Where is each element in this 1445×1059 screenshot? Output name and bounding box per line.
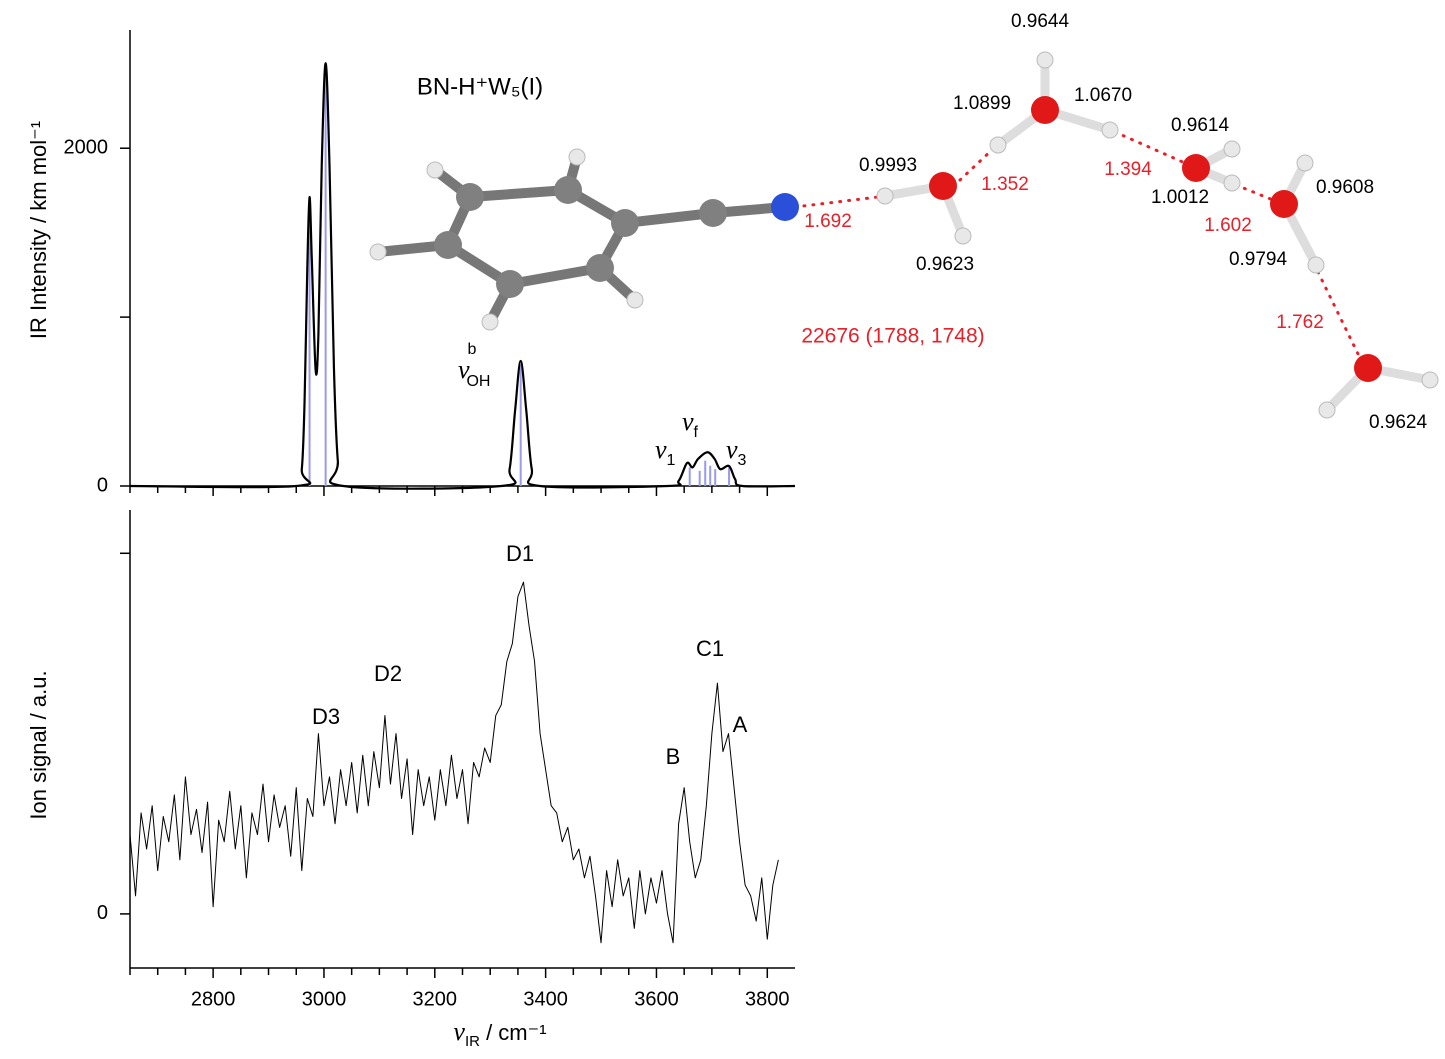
- annotation: D2: [374, 661, 402, 686]
- annotation: D3: [312, 704, 340, 729]
- symbol: ν: [655, 435, 667, 464]
- y-axis-label: Ion signal / a.u.: [26, 670, 51, 819]
- x-tick-label: 3800: [745, 988, 790, 1010]
- annotation: B: [666, 744, 681, 769]
- unit: / cm⁻¹: [480, 1020, 547, 1045]
- x-tick-label: 3400: [523, 988, 568, 1010]
- bond-length: 0.9993: [859, 155, 917, 176]
- carbon-atoms: [434, 176, 727, 298]
- bond-length: 0.9644: [1011, 11, 1070, 32]
- symbol: ν: [682, 407, 694, 436]
- bond-length: 1.0670: [1074, 85, 1132, 106]
- bond-labels: 0.9644 1.0899 1.0670 0.9614 0.9993 1.001…: [801, 11, 1427, 433]
- y-tick-label: 0: [97, 474, 108, 496]
- bond-length: 0.9614: [1171, 115, 1230, 136]
- subscript: IR: [465, 1033, 480, 1050]
- annotation: ν1: [655, 435, 676, 469]
- hydrogen-atoms: [369, 51, 1439, 419]
- subscript: 3: [738, 452, 747, 469]
- annotation: ν3: [726, 435, 747, 469]
- hbond-length: 1.762: [1276, 312, 1324, 333]
- hbond-lines: [793, 130, 1362, 360]
- chart-title: BN-H⁺W₅(I): [417, 73, 543, 100]
- bond-length: 0.9624: [1369, 412, 1428, 433]
- energy-label: 22676 (1788, 1748): [801, 325, 984, 348]
- superscript: b: [468, 341, 477, 358]
- nitrogen-atom: [771, 193, 799, 221]
- subscript: f: [694, 424, 699, 441]
- spectrum-line: [129, 62, 796, 490]
- hbond-length: 1.692: [804, 211, 852, 232]
- hbond-length: 1.352: [981, 174, 1029, 195]
- symbol: ν: [458, 355, 470, 384]
- y-tick-label: 0: [97, 902, 108, 924]
- symbol: ν: [726, 435, 738, 464]
- molecule: [369, 51, 1439, 419]
- x-tick-label: 3200: [413, 988, 458, 1010]
- y-axis-label: IR Intensity / km mol⁻¹: [26, 121, 51, 339]
- bond-length: 1.0899: [953, 93, 1011, 114]
- x-tick-label: 3000: [302, 988, 347, 1010]
- y-tick-label: 2000: [64, 137, 109, 159]
- oxygen-atoms: [929, 96, 1382, 382]
- annotation: νb OH: [458, 341, 490, 390]
- hbond-length: 1.394: [1104, 159, 1152, 180]
- annotation: C1: [696, 636, 724, 661]
- subscript: 1: [667, 452, 676, 469]
- symbol: ν: [453, 1017, 465, 1046]
- x-axis-label: νIR / cm⁻¹: [453, 1017, 546, 1050]
- bond-length: 0.9794: [1229, 249, 1288, 270]
- bond-length: 1.0012: [1151, 187, 1209, 208]
- x-tick-label: 3600: [634, 988, 679, 1010]
- spectrum-line: [129, 581, 779, 944]
- annotation: A: [733, 712, 748, 737]
- subscript: OH: [466, 373, 490, 390]
- annotation: νf: [682, 407, 699, 441]
- x-tick-label: 2800: [191, 988, 236, 1010]
- bond-length: 0.9623: [916, 254, 974, 275]
- hbond-length: 1.602: [1204, 215, 1252, 236]
- annotation: D1: [506, 541, 534, 566]
- bond-length: 0.9608: [1316, 177, 1374, 198]
